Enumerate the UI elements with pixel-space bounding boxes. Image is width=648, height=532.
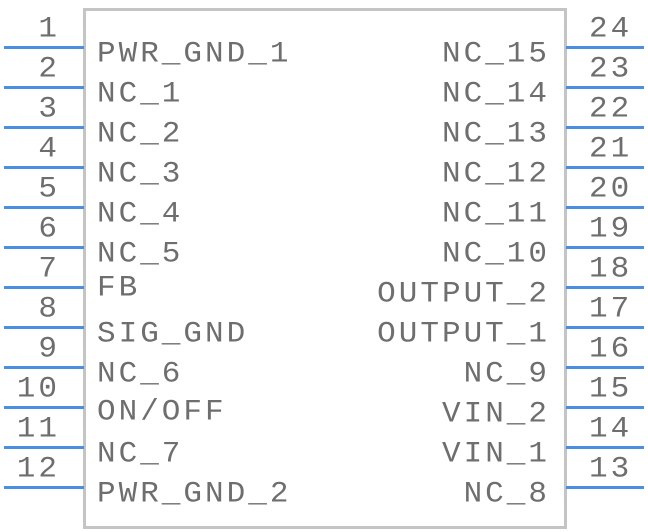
pin-label-18: OUTPUT_2	[377, 277, 550, 312]
pin-number-6: 6	[38, 212, 60, 247]
pin-line-14	[566, 446, 644, 449]
pin-label-23: NC_14	[441, 77, 550, 112]
pin-label-11: NC_7	[97, 437, 184, 472]
pin-number-8: 8	[38, 292, 60, 327]
pin-line-5	[4, 206, 84, 209]
pin-label-14: VIN_1	[441, 437, 550, 472]
pin-line-2	[4, 86, 84, 89]
pin-line-10	[4, 406, 84, 409]
pin-line-6	[4, 246, 84, 249]
pin-line-12	[4, 486, 84, 489]
pin-number-12: 12	[16, 452, 60, 487]
pin-line-16	[566, 366, 644, 369]
pin-label-10: ON/OFF	[97, 395, 227, 430]
pin-number-22: 22	[589, 92, 633, 127]
pin-line-20	[566, 206, 644, 209]
pin-label-22: NC_13	[441, 117, 550, 152]
pin-number-24: 24	[589, 12, 633, 47]
pin-label-4: NC_3	[97, 157, 184, 192]
pin-number-18: 18	[589, 252, 633, 287]
pin-line-3	[4, 126, 84, 129]
pin-line-7	[4, 286, 84, 289]
pin-number-21: 21	[589, 132, 633, 167]
pin-number-5: 5	[38, 172, 60, 207]
pin-number-9: 9	[38, 332, 60, 367]
pin-line-13	[566, 486, 644, 489]
pin-label-24: NC_15	[441, 37, 550, 72]
pin-number-2: 2	[38, 52, 60, 87]
pin-label-13: NC_8	[463, 477, 550, 512]
pin-label-3: NC_2	[97, 117, 184, 152]
pin-number-3: 3	[38, 92, 60, 127]
pin-line-19	[566, 246, 644, 249]
pin-number-13: 13	[589, 452, 633, 487]
pin-number-10: 10	[16, 372, 60, 407]
pin-line-15	[566, 406, 644, 409]
pin-line-4	[4, 166, 84, 169]
pin-label-20: NC_11	[441, 197, 550, 232]
pin-line-23	[566, 86, 644, 89]
pin-number-1: 1	[38, 12, 60, 47]
pin-label-12: PWR_GND_2	[97, 477, 292, 512]
pin-label-8: SIG_GND	[97, 317, 249, 352]
pin-line-17	[566, 326, 644, 329]
pin-line-9	[4, 366, 84, 369]
pin-number-16: 16	[589, 332, 633, 367]
pin-number-11: 11	[16, 412, 60, 447]
component-body	[83, 8, 567, 529]
pin-label-21: NC_12	[441, 157, 550, 192]
pin-number-20: 20	[589, 172, 633, 207]
pin-line-1	[4, 46, 84, 49]
pin-label-6: NC_5	[97, 237, 184, 272]
pin-label-7: FB	[97, 271, 141, 306]
pin-number-17: 17	[589, 292, 633, 327]
pin-number-23: 23	[589, 52, 633, 87]
pin-label-9: NC_6	[97, 357, 184, 392]
pin-label-5: NC_4	[97, 197, 184, 232]
pin-label-17: OUTPUT_1	[377, 317, 550, 352]
pin-line-22	[566, 126, 644, 129]
pin-number-15: 15	[589, 372, 633, 407]
pin-number-19: 19	[589, 212, 633, 247]
pin-line-24	[566, 46, 644, 49]
pin-label-2: NC_1	[97, 77, 184, 112]
pin-number-14: 14	[589, 412, 633, 447]
pin-line-21	[566, 166, 644, 169]
pin-line-8	[4, 326, 84, 329]
pin-label-16: NC_9	[463, 357, 550, 392]
pin-line-11	[4, 446, 84, 449]
pin-line-18	[566, 286, 644, 289]
pin-label-1: PWR_GND_1	[97, 37, 292, 72]
pin-number-7: 7	[38, 252, 60, 287]
pin-label-19: NC_10	[441, 237, 550, 272]
pin-label-15: VIN_2	[441, 397, 550, 432]
pin-number-4: 4	[38, 132, 60, 167]
